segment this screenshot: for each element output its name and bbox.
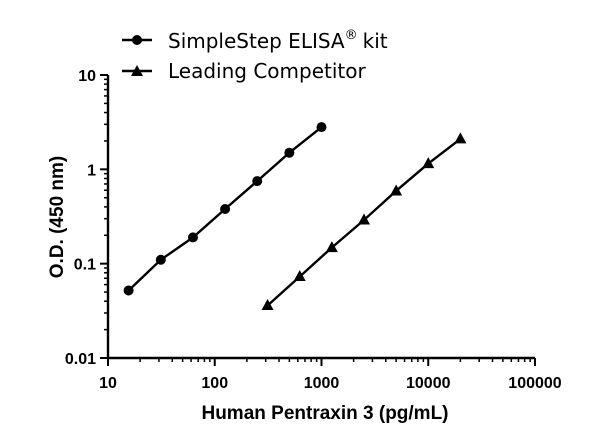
data-point-competitor (422, 157, 435, 169)
x-tick-label: 100 (201, 375, 228, 392)
data-point-competitor (454, 132, 467, 144)
series-layer (123, 122, 467, 311)
x-tick-label: 10000 (406, 375, 451, 392)
legend-triangle-marker (131, 65, 143, 76)
data-point-simplestep (220, 203, 231, 214)
y-axis-title: O.D. (450 nm) (47, 156, 68, 278)
x-tick-label: 100000 (508, 375, 561, 392)
y-tick-label: 0.1 (74, 257, 96, 274)
legend: SimpleStep ELISA® kit Leading Competitor (122, 28, 388, 83)
x-axis-title: Human Pentraxin 3 (pg/mL) (201, 403, 448, 424)
data-point-competitor (325, 241, 338, 253)
x-tick-label: 10 (99, 375, 117, 392)
data-point-competitor (261, 299, 274, 311)
data-point-competitor (357, 213, 370, 225)
axes: 10 100 1000 10000 100000 0.01 0.1 1 10 (65, 68, 562, 392)
data-point-competitor (390, 184, 403, 196)
data-point-simplestep (187, 232, 198, 243)
x-tick-label: 1000 (304, 375, 340, 392)
y-tick-label: 0.01 (65, 351, 96, 368)
legend-circle-marker (132, 35, 142, 45)
legend-label-simplestep: SimpleStep ELISA® kit (168, 28, 388, 53)
data-point-simplestep (123, 285, 134, 296)
legend-label-competitor: Leading Competitor (168, 59, 366, 83)
data-point-simplestep (252, 176, 263, 187)
data-point-simplestep (155, 254, 166, 265)
y-tick-label: 1 (87, 162, 96, 179)
data-point-simplestep (284, 147, 295, 158)
data-point-simplestep (316, 122, 327, 133)
y-tick-label: 10 (78, 68, 96, 85)
data-point-competitor (293, 270, 306, 282)
